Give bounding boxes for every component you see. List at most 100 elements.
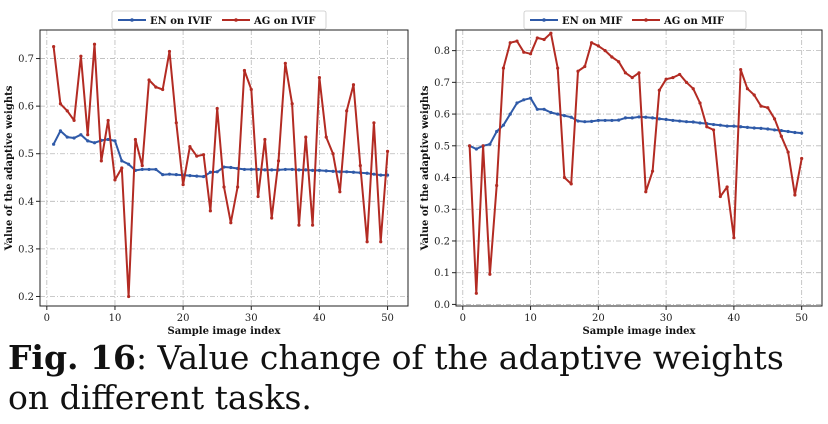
data-point-ag-on-mif [691, 87, 695, 91]
data-point-en-on-mif [772, 128, 777, 132]
y-axis-label: Value of the adaptive weights [4, 85, 15, 251]
data-point-en-on-mif [556, 112, 560, 116]
x-tick-label: 30 [245, 313, 258, 324]
x-tick-label: 50 [381, 313, 394, 324]
data-point-en-on-mif [637, 115, 641, 119]
data-point-en-on-mif [576, 119, 580, 123]
data-point-en-on-mif [725, 124, 729, 128]
legend: EN on MIF AG on MIF [523, 10, 747, 30]
data-point-ag-on-mif [800, 156, 804, 161]
data-point-ag-on-mif [772, 117, 777, 121]
data-point-en-on-ivif [58, 129, 63, 133]
data-point-en-on-ivif [113, 139, 117, 143]
data-point-en-on-mif [528, 96, 533, 100]
data-point-ag-on-mif [793, 193, 797, 197]
data-point-ag-on-mif [725, 185, 729, 189]
data-point-ag-on-ivif [147, 78, 151, 82]
legend-marker-en [542, 18, 546, 22]
data-point-ag-on-ivif [215, 106, 219, 111]
data-point-en-on-mif [549, 110, 553, 115]
data-point-ag-on-ivif [113, 178, 117, 182]
data-point-en-on-mif [522, 98, 526, 102]
data-point-ag-on-ivif [167, 49, 172, 54]
series-line-ag-on-mif [468, 32, 803, 295]
data-point-ag-on-mif [623, 71, 628, 75]
data-point-ag-on-ivif [208, 209, 212, 213]
data-point-ag-on-ivif [358, 164, 362, 168]
data-point-en-on-mif [657, 117, 661, 121]
data-point-ag-on-mif [596, 44, 600, 48]
data-point-ag-on-ivif [338, 190, 342, 194]
data-point-en-on-ivif [208, 170, 212, 174]
data-point-ag-on-mif [711, 128, 716, 132]
y-tick-label: 0.2 [18, 292, 34, 303]
data-point-ag-on-ivif [256, 194, 260, 199]
data-point-ag-on-mif [603, 49, 607, 53]
x-tick-label: 10 [524, 313, 537, 324]
data-point-en-on-mif [535, 107, 539, 111]
y-axis-label: Value of the adaptive weights [420, 85, 431, 251]
x-tick-label: 0 [44, 313, 50, 324]
data-point-ag-on-mif [644, 190, 648, 194]
data-point-en-on-ivif [290, 167, 294, 172]
data-point-en-on-mif [562, 114, 567, 118]
data-point-ag-on-mif [542, 37, 546, 42]
data-point-en-on-ivif [72, 136, 76, 140]
data-point-en-on-mif [711, 122, 716, 127]
x-tick-label: 0 [460, 313, 466, 324]
x-tick-label: 10 [109, 313, 122, 324]
data-point-en-on-mif [596, 118, 600, 123]
data-point-ag-on-ivif [133, 137, 138, 142]
data-point-ag-on-ivif [290, 102, 294, 106]
x-tick-label: 30 [660, 313, 673, 324]
x-tick-label: 40 [313, 313, 326, 324]
data-point-ag-on-ivif [120, 166, 124, 170]
data-point-en-on-ivif [79, 133, 83, 137]
y-tick-label: 0.0 [434, 300, 450, 311]
data-point-ag-on-mif [481, 144, 485, 148]
data-point-ag-on-mif [739, 68, 743, 72]
legend-label-en: EN on MIF [562, 16, 623, 27]
data-point-en-on-ivif [120, 159, 124, 163]
x-tick-label: 50 [795, 313, 808, 324]
y-tick-label: 0.1 [434, 268, 450, 279]
data-point-en-on-ivif [161, 173, 165, 177]
x-axis-label: Sample image index [583, 326, 697, 337]
data-point-ag-on-ivif [181, 183, 185, 187]
data-point-ag-on-ivif [283, 61, 287, 65]
data-point-en-on-ivif [92, 141, 97, 145]
data-point-ag-on-ivif [154, 85, 158, 89]
data-point-en-on-mif [786, 129, 790, 134]
data-point-en-on-mif [495, 129, 499, 134]
data-point-en-on-mif [650, 116, 655, 120]
data-point-ag-on-ivif [72, 118, 76, 123]
data-point-ag-on-ivif [99, 159, 103, 163]
y-tick-label: 0.8 [434, 46, 450, 57]
data-point-en-on-mif [671, 118, 675, 123]
data-point-en-on-mif [583, 120, 587, 124]
legend: EN on IVIF AG on IVIF [111, 10, 327, 30]
data-point-ag-on-mif [759, 104, 763, 108]
data-point-en-on-mif [664, 117, 668, 122]
data-point-en-on-mif [752, 126, 756, 130]
data-point-en-on-mif [501, 123, 506, 127]
y-tick-label: 0.4 [18, 197, 34, 208]
data-point-ag-on-mif [684, 80, 689, 84]
data-point-ag-on-mif [650, 169, 655, 173]
data-point-ag-on-ivif [188, 144, 192, 149]
data-point-en-on-mif [759, 126, 763, 130]
data-point-en-on-ivif [345, 170, 349, 174]
data-point-ag-on-mif [766, 106, 770, 110]
legend-marker-ag [644, 18, 648, 22]
data-point-ag-on-mif [630, 75, 634, 80]
data-point-ag-on-mif [745, 87, 750, 91]
data-point-ag-on-ivif [304, 135, 308, 139]
y-tick-label: 0.2 [434, 236, 450, 247]
data-point-en-on-ivif [154, 167, 158, 172]
plot-frame [39, 29, 409, 307]
data-point-en-on-mif [488, 142, 492, 146]
data-point-en-on-mif [793, 130, 797, 135]
data-point-ag-on-mif [732, 236, 736, 240]
figure: 0 10 20 30 40 50 0.2 0.3 0.4 0.5 0.6 0.7 Sample ima… [4, 10, 823, 337]
data-point-en-on-ivif [126, 162, 131, 166]
